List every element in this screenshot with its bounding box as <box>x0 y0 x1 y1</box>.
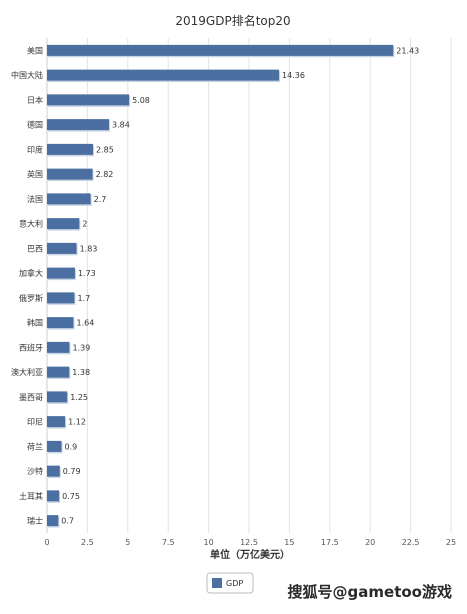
x-tick-label: 5 <box>125 538 130 547</box>
category-label: 德国 <box>27 120 43 130</box>
value-label: 2.7 <box>94 195 107 204</box>
value-label: 0.9 <box>65 442 78 451</box>
x-axis-title: 单位（万亿美元） <box>210 548 290 561</box>
legend[interactable]: GDP <box>206 572 254 594</box>
bar[interactable] <box>47 44 394 56</box>
x-tick-label: 20 <box>365 538 375 547</box>
bar[interactable] <box>47 440 62 452</box>
category-label: 日本 <box>27 95 43 105</box>
value-label: 1.12 <box>68 418 86 427</box>
bar[interactable] <box>47 69 280 81</box>
bar[interactable] <box>47 242 77 254</box>
bar[interactable] <box>47 515 59 527</box>
bar[interactable] <box>47 465 60 477</box>
legend-swatch <box>212 578 222 588</box>
value-label: 1.38 <box>72 368 90 377</box>
x-tick-label: 12.5 <box>240 538 258 547</box>
category-label: 沙特 <box>27 466 43 476</box>
category-label: 印尼 <box>27 418 43 427</box>
value-label: 0.75 <box>62 492 80 501</box>
category-label: 加拿大 <box>19 268 43 278</box>
bar[interactable] <box>47 267 75 279</box>
value-label: 0.79 <box>63 467 81 476</box>
category-label: 韩国 <box>27 318 43 328</box>
x-tick-label: 17.5 <box>321 538 339 547</box>
category-label: 西班牙 <box>19 342 43 352</box>
value-label: 2.85 <box>96 145 114 154</box>
bar[interactable] <box>47 193 91 205</box>
value-label-layer: 21.43 14.36 5.08 3.84 2.85 2.82 2.7 2 1.83 1.73 1.… <box>61 46 419 525</box>
x-tick-label: 0 <box>44 538 49 547</box>
x-tick-label: 15 <box>284 538 294 547</box>
category-label: 法国 <box>27 194 43 204</box>
category-label: 中国大陆 <box>11 70 43 80</box>
bar[interactable] <box>47 143 94 155</box>
value-label: 5.08 <box>132 96 150 105</box>
category-label-layer: 美国中国大陆日本德国印度英国法国意大利巴西加拿大俄罗斯韩国西班牙澳大利亚墨西哥印… <box>11 45 43 525</box>
bar[interactable] <box>47 366 70 378</box>
bar[interactable] <box>47 94 130 106</box>
value-label: 1.64 <box>77 319 95 328</box>
value-label: 1.83 <box>80 244 98 253</box>
x-tick-label: 2.5 <box>81 538 94 547</box>
value-label: 0.7 <box>61 517 74 526</box>
category-label: 俄罗斯 <box>19 293 43 303</box>
x-tick-label: 22.5 <box>402 538 420 547</box>
category-label: 澳大利亚 <box>11 367 43 377</box>
bar[interactable] <box>47 168 93 180</box>
category-label: 英国 <box>27 169 43 179</box>
grid-layer <box>46 38 452 533</box>
bar[interactable] <box>47 317 74 329</box>
bar[interactable] <box>47 119 110 131</box>
value-label: 1.7 <box>77 294 90 303</box>
bar[interactable] <box>47 341 70 353</box>
bar-layer <box>47 44 395 528</box>
value-label: 2 <box>82 220 87 229</box>
bar[interactable] <box>47 391 68 403</box>
value-label: 14.36 <box>282 71 305 80</box>
category-label: 印度 <box>27 144 43 154</box>
x-tick-label: 10 <box>204 538 214 547</box>
legend-label-gdp: GDP <box>226 579 243 588</box>
category-label: 墨西哥 <box>19 393 43 402</box>
bar[interactable] <box>47 218 80 230</box>
watermark: 搜狐号@gametoo游戏 <box>288 583 452 601</box>
category-label: 荷兰 <box>27 441 43 451</box>
category-label: 巴西 <box>27 244 43 253</box>
bar[interactable] <box>47 416 66 428</box>
category-label: 意大利 <box>19 219 43 229</box>
bar[interactable] <box>47 490 60 502</box>
value-label: 1.25 <box>70 393 88 402</box>
x-tick-label: 7.5 <box>162 538 175 547</box>
x-tick-layer: 0 2.5 5 7.5 10 12.5 15 17.5 20 22.5 25 <box>44 538 456 547</box>
category-label: 土耳其 <box>19 491 43 501</box>
x-tick-label: 25 <box>446 538 456 547</box>
bar[interactable] <box>47 292 75 304</box>
value-label: 1.73 <box>78 269 96 278</box>
category-label: 瑞士 <box>27 516 43 526</box>
value-label: 2.82 <box>96 170 114 179</box>
value-label: 3.84 <box>112 121 130 130</box>
value-label: 21.43 <box>396 46 419 55</box>
category-label: 美国 <box>27 45 43 55</box>
value-label: 1.39 <box>72 343 90 352</box>
chart-title: 2019GDP排名top20 <box>175 13 290 28</box>
